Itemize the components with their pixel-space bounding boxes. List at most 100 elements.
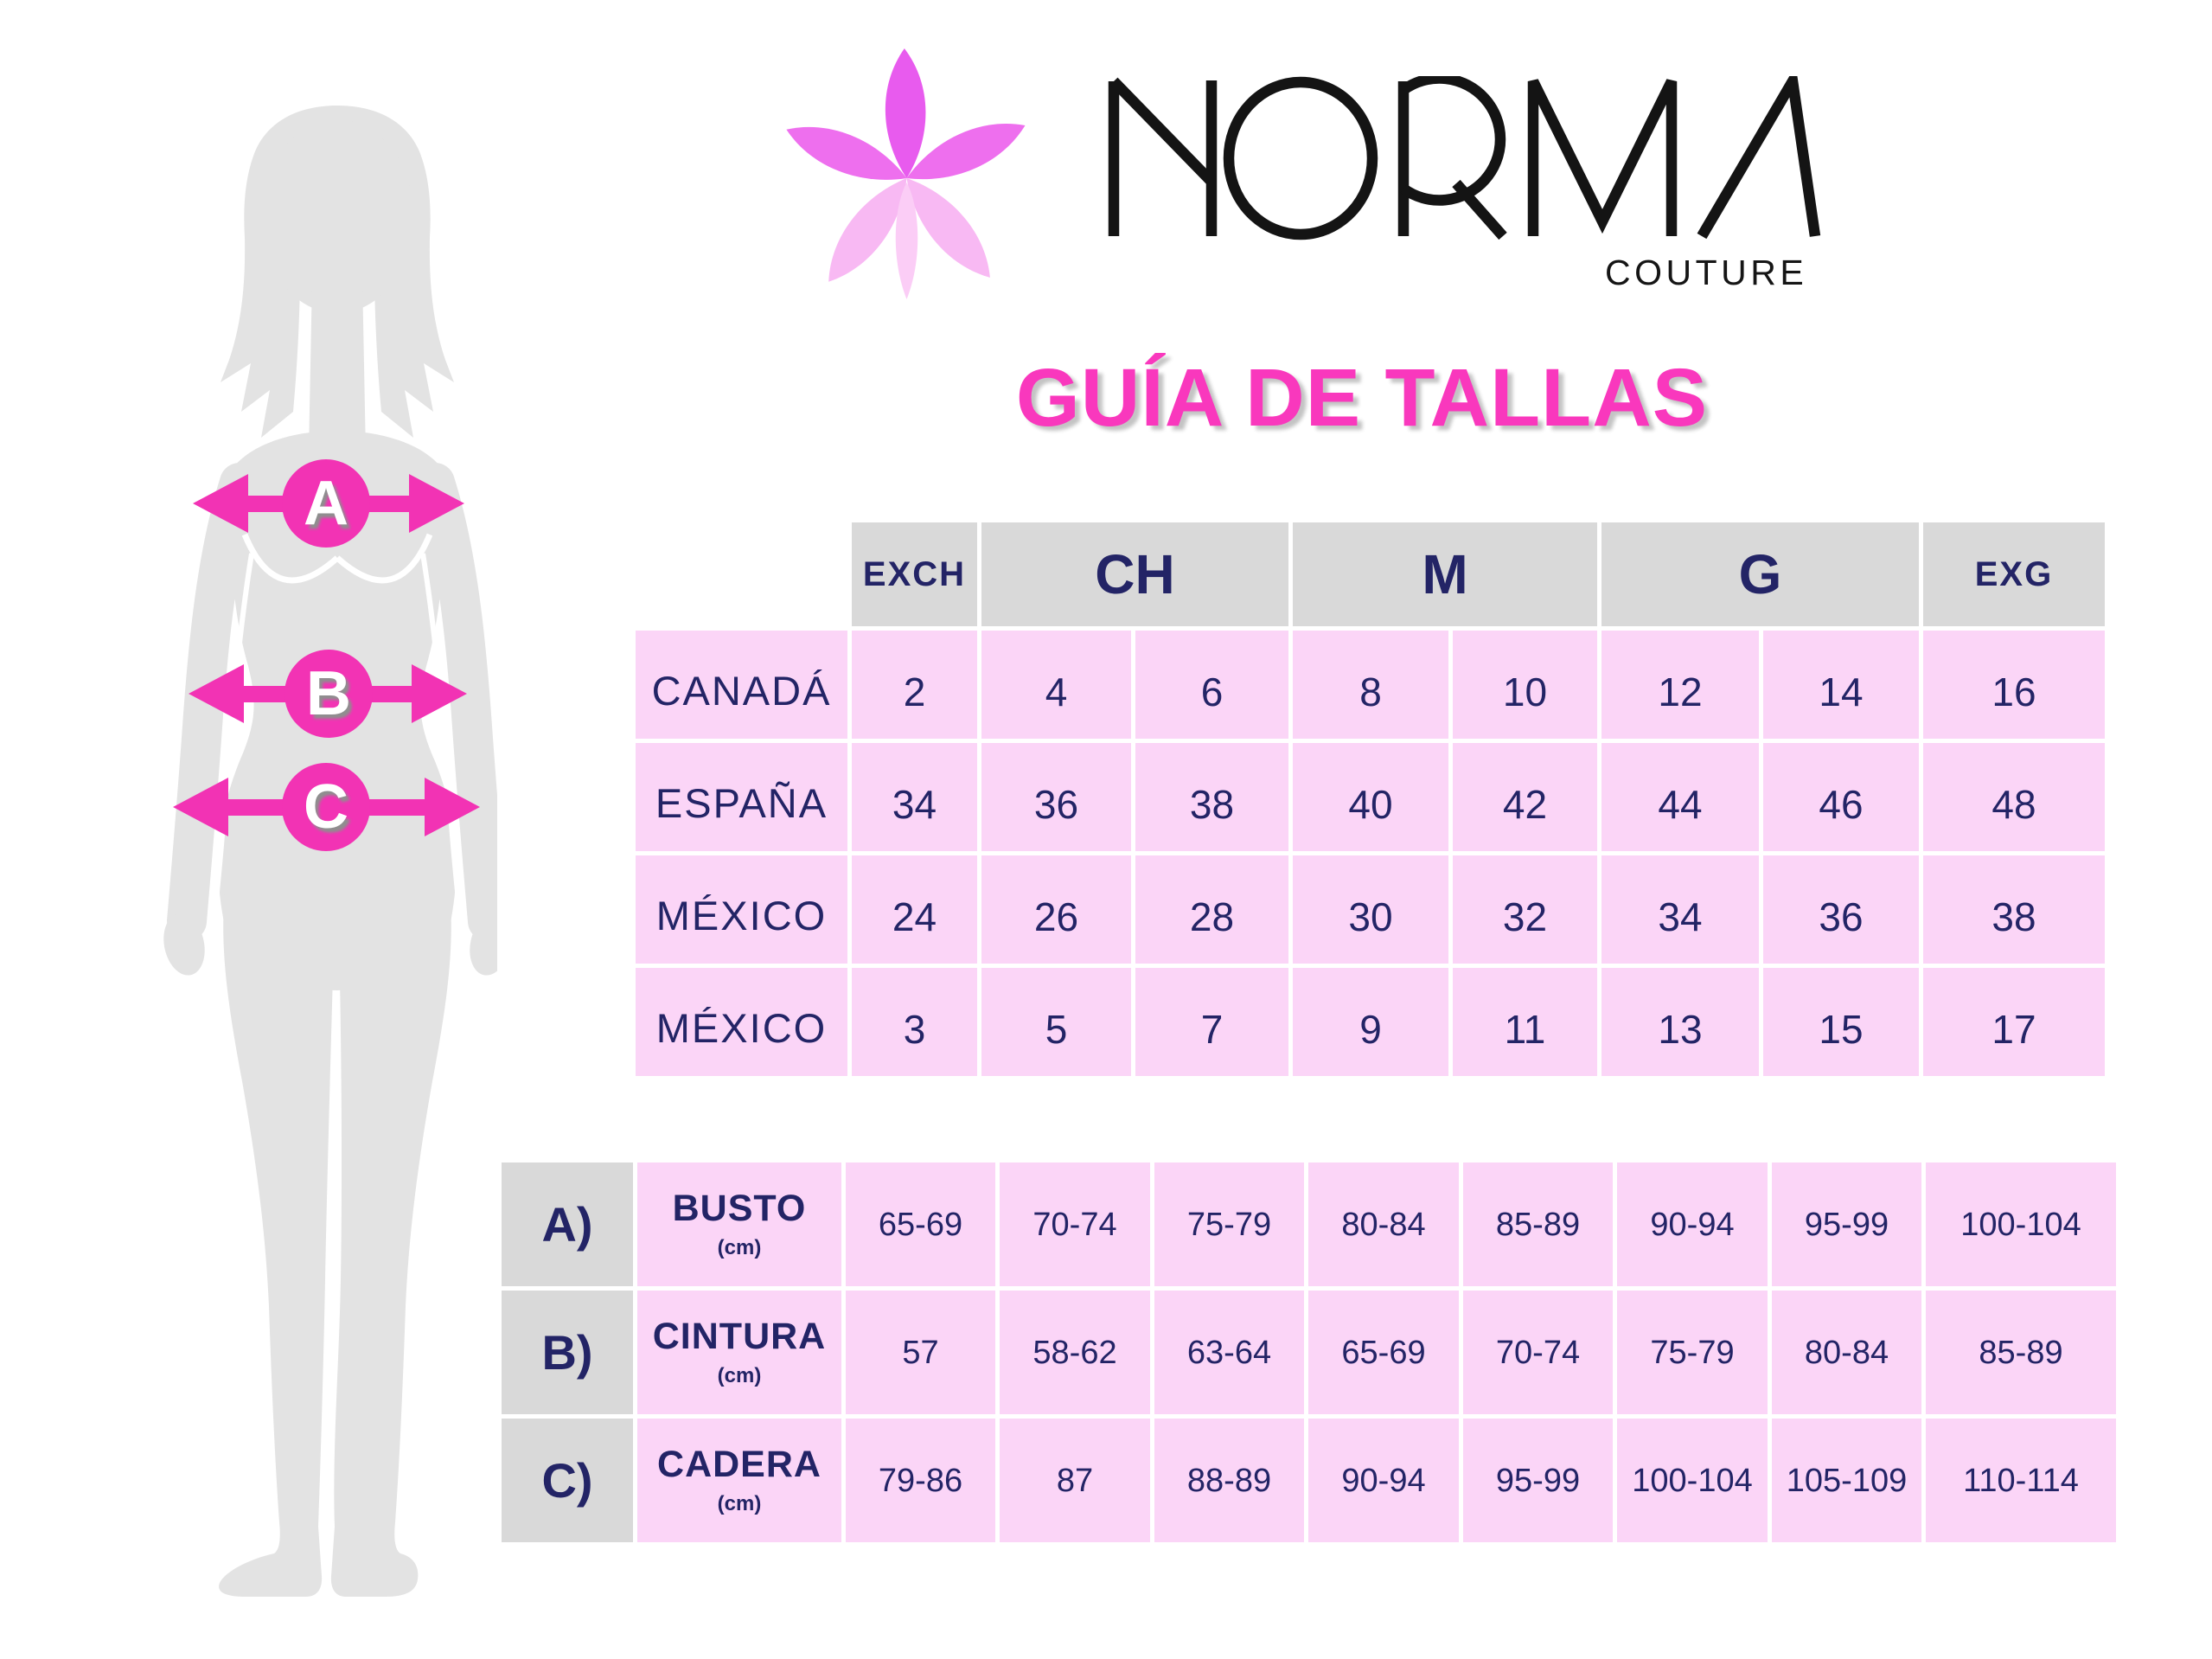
measure-cell: 95-99 bbox=[1463, 1419, 1613, 1542]
measure-unit-label: (cm) bbox=[717, 1364, 762, 1387]
size-cell: 12 bbox=[1601, 631, 1759, 739]
orchid-flower-icon bbox=[786, 48, 1026, 299]
size-cell: 38 bbox=[1135, 743, 1288, 851]
measure-name-label: BUSTO bbox=[672, 1188, 807, 1229]
measure-cell: 79-86 bbox=[846, 1419, 995, 1542]
size-cell: 11 bbox=[1453, 968, 1597, 1076]
size-cell: 6 bbox=[1135, 631, 1288, 739]
size-cell: 26 bbox=[981, 855, 1131, 964]
size-cell: 30 bbox=[1293, 855, 1448, 964]
measure-cell: 63-64 bbox=[1154, 1291, 1304, 1414]
measure-cell: 87 bbox=[1000, 1419, 1150, 1542]
size-table-corner-cell bbox=[636, 522, 847, 626]
body-measurements-table: A) BUSTO (cm) 65-69 70-74 75-79 80-84 85… bbox=[502, 1163, 2116, 1542]
marker-b-label: B bbox=[306, 659, 351, 728]
size-cell: 4 bbox=[981, 631, 1131, 739]
hip-arrow bbox=[173, 763, 480, 851]
size-cell: 16 bbox=[1923, 631, 2105, 739]
measure-cell: 65-69 bbox=[846, 1163, 995, 1286]
measure-cell: 100-104 bbox=[1926, 1163, 2116, 1286]
size-cell: 13 bbox=[1601, 968, 1759, 1076]
female-body-silhouette bbox=[48, 69, 511, 1659]
measure-cell: 70-74 bbox=[1463, 1291, 1613, 1414]
size-cell: 17 bbox=[1923, 968, 2105, 1076]
size-table-header-g: G bbox=[1601, 522, 1919, 626]
measure-name-busto: BUSTO (cm) bbox=[637, 1163, 841, 1286]
size-cell: 46 bbox=[1763, 743, 1919, 851]
measure-cell: 75-79 bbox=[1154, 1163, 1304, 1286]
measure-cell: 58-62 bbox=[1000, 1291, 1150, 1414]
measure-name-label: CADERA bbox=[657, 1444, 822, 1485]
measure-cell: 85-89 bbox=[1926, 1291, 2116, 1414]
size-cell: 36 bbox=[1763, 855, 1919, 964]
measure-cell: 105-109 bbox=[1772, 1419, 1921, 1542]
measure-letter-b: B) bbox=[502, 1291, 633, 1414]
bust-arrow bbox=[193, 459, 464, 548]
size-cell: 3 bbox=[852, 968, 977, 1076]
size-cell: 15 bbox=[1763, 968, 1919, 1076]
size-row-label-canada: CANADÁ bbox=[636, 631, 847, 739]
size-cell: 48 bbox=[1923, 743, 2105, 851]
marker-c-label: C bbox=[304, 772, 348, 842]
measure-unit-label: (cm) bbox=[717, 1236, 762, 1259]
size-cell: 9 bbox=[1293, 968, 1448, 1076]
size-row-label-mexico-junior: MÉXICO bbox=[636, 968, 847, 1076]
measure-letter-a: A) bbox=[502, 1163, 633, 1286]
female-body-silhouette-drawing bbox=[163, 106, 511, 1597]
size-table-header-ch: CH bbox=[981, 522, 1288, 626]
arms-shape bbox=[167, 463, 508, 941]
size-cell: 8 bbox=[1293, 631, 1448, 739]
measure-cell: 88-89 bbox=[1154, 1419, 1304, 1542]
size-row-label-espana: ESPAÑA bbox=[636, 743, 847, 851]
measure-name-cadera: CADERA (cm) bbox=[637, 1419, 841, 1542]
size-cell: 34 bbox=[852, 743, 977, 851]
size-cell: 28 bbox=[1135, 855, 1288, 964]
measure-cell: 65-69 bbox=[1308, 1291, 1459, 1414]
measure-unit-label: (cm) bbox=[717, 1492, 762, 1515]
measure-cell: 57 bbox=[846, 1291, 995, 1414]
brand-subtitle: COUTURE bbox=[1605, 253, 1808, 292]
marker-letter-a: A bbox=[278, 456, 374, 551]
brand-wordmark-norma bbox=[1108, 65, 1821, 240]
waist-arrow bbox=[189, 650, 467, 738]
size-cell: 42 bbox=[1453, 743, 1597, 851]
measure-cell: 85-89 bbox=[1463, 1163, 1613, 1286]
flower-petals bbox=[786, 48, 1026, 299]
size-cell: 10 bbox=[1453, 631, 1597, 739]
measure-cell: 90-94 bbox=[1308, 1419, 1459, 1542]
measure-cell: 80-84 bbox=[1308, 1163, 1459, 1286]
marker-letter-b: B bbox=[281, 646, 376, 741]
page-title: GUÍA DE TALLAS bbox=[1015, 352, 1709, 444]
size-table-header-exg: EXG bbox=[1923, 522, 2105, 626]
marker-a-label: A bbox=[304, 469, 348, 538]
size-cell: 24 bbox=[852, 855, 977, 964]
size-cell: 7 bbox=[1135, 968, 1288, 1076]
norma-letter-strokes bbox=[1108, 65, 1821, 240]
size-row-label-mexico: MÉXICO bbox=[636, 855, 847, 964]
size-cell: 5 bbox=[981, 968, 1131, 1076]
marker-letter-c: C bbox=[278, 759, 374, 855]
size-cell: 32 bbox=[1453, 855, 1597, 964]
measure-name-label: CINTURA bbox=[652, 1316, 827, 1357]
measure-cell: 80-84 bbox=[1772, 1291, 1921, 1414]
size-cell: 34 bbox=[1601, 855, 1759, 964]
size-table-header-m: M bbox=[1293, 522, 1597, 626]
size-cell: 38 bbox=[1923, 855, 2105, 964]
body-shape bbox=[218, 106, 457, 1597]
measure-cell: 75-79 bbox=[1617, 1291, 1768, 1414]
measure-cell: 70-74 bbox=[1000, 1163, 1150, 1286]
size-cell: 14 bbox=[1763, 631, 1919, 739]
size-cell: 44 bbox=[1601, 743, 1759, 851]
size-cell: 2 bbox=[852, 631, 977, 739]
measure-name-cintura: CINTURA (cm) bbox=[637, 1291, 841, 1414]
brand-logo: NORMA bbox=[1100, 65, 1822, 240]
size-table-header-exch: EXCH bbox=[852, 522, 977, 626]
measure-cell: 95-99 bbox=[1772, 1163, 1921, 1286]
measure-cell: 110-114 bbox=[1926, 1419, 2116, 1542]
size-conversion-table: EXCH CH M G EXG CANADÁ 2 4 6 8 10 12 14 … bbox=[636, 522, 2105, 1076]
measure-cell: 100-104 bbox=[1617, 1419, 1768, 1542]
brand-flower-icon bbox=[759, 39, 1058, 324]
measure-letter-c: C) bbox=[502, 1419, 633, 1542]
size-cell: 36 bbox=[981, 743, 1131, 851]
